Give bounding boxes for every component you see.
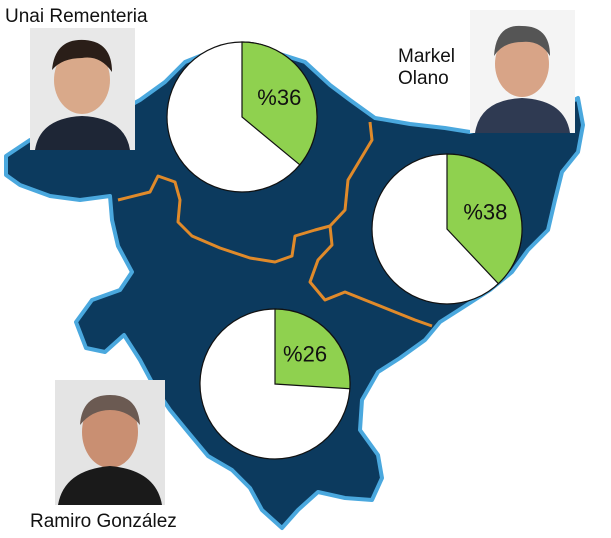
pie-slice <box>241 41 318 166</box>
pie-label: %38 <box>463 200 507 225</box>
pies: %36 %38 %26 <box>166 41 523 460</box>
pie-label: %36 <box>257 85 301 110</box>
boundary-line <box>308 225 433 328</box>
candidate-name: Unai Rementeria <box>5 6 148 27</box>
photo <box>470 10 575 133</box>
candidate-name: Ramiro González <box>30 511 177 532</box>
photo <box>55 380 165 505</box>
pie-slice <box>274 308 351 390</box>
boundaries <box>117 121 433 328</box>
candidate-name: Markel Olano <box>398 46 456 89</box>
pie-slice <box>446 153 523 285</box>
pie-label: %26 <box>283 342 327 367</box>
boundary-line <box>117 121 374 264</box>
photo <box>30 28 135 150</box>
